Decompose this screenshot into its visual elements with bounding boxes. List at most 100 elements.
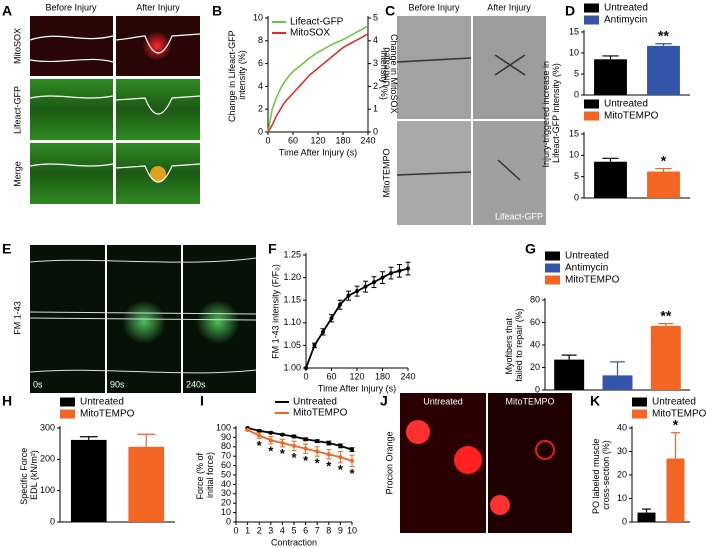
bar (594, 59, 627, 95)
marker (329, 316, 334, 321)
significance: * (280, 446, 286, 461)
panel-letter: H (2, 393, 12, 409)
legend-label: Lifeact-GFP (290, 17, 344, 28)
legend-swatch (545, 275, 560, 285)
marker (268, 430, 273, 435)
row-label: MitoSOX (12, 28, 22, 64)
y-tick-label: 80 (530, 294, 540, 304)
y-axis-label: Specific Force EDL (kN/m²) (19, 445, 39, 505)
y-tick-label: 0 (226, 516, 231, 526)
x-tick-label: 0 (233, 525, 238, 535)
marker (338, 443, 343, 448)
significance: * (268, 443, 274, 458)
y-axis-label: PO labeled muscle cross-section (%) (591, 436, 611, 514)
y-tick-label: 1.10 (283, 317, 301, 327)
legend-label: Untreated (604, 99, 648, 110)
marker (397, 268, 402, 273)
y-tick-label: 20 (221, 498, 231, 508)
y-tick-label: 50 (221, 469, 231, 479)
column-header: MitoTEMPO (505, 396, 554, 406)
y-tick-label: 40 (617, 422, 627, 432)
x-tick-label: 180 (375, 371, 390, 381)
legend-label: Untreated (293, 397, 337, 408)
legend-swatch (584, 111, 599, 121)
panel-letter: D (565, 3, 575, 19)
y2-tick-label: 3 (373, 58, 378, 68)
y-tick-label: 10 (253, 12, 263, 22)
image-feature (122, 300, 166, 344)
x-tick-label: 1 (245, 525, 250, 535)
bar (647, 45, 680, 95)
y-tick-label: 0 (258, 126, 263, 136)
marker (350, 458, 354, 463)
y-tick-label: 30 (617, 446, 627, 456)
y-axis-label: Force (% of initial force) (195, 450, 215, 499)
y-tick-label: 100 (40, 485, 55, 495)
line (267, 33, 369, 133)
row-label: Procion Orange (384, 431, 394, 494)
marker (372, 280, 376, 285)
marker (303, 437, 308, 442)
legend-swatch (545, 263, 560, 273)
image-feature (150, 166, 166, 182)
y-tick-label: 0 (574, 192, 579, 202)
marker (406, 266, 410, 271)
image (30, 79, 113, 140)
marker (312, 343, 317, 348)
image (30, 143, 113, 204)
legend-label: Antimycin (604, 15, 647, 26)
x-tick-label: 6 (303, 525, 308, 535)
x-axis-label: Contraction (271, 537, 317, 547)
y-axis-label: Injury-triggered increase in Lifeact-GFP… (541, 58, 561, 167)
y-tick-label: 70 (221, 451, 231, 461)
x-tick-label: 9 (338, 525, 343, 535)
marker (380, 275, 385, 280)
image (473, 16, 546, 119)
row-label: Merge (12, 161, 22, 187)
marker (315, 439, 320, 444)
x-tick-label: 240 (360, 135, 375, 145)
y-tick-label: 1.00 (283, 362, 301, 372)
marker (292, 434, 296, 439)
y-tick-label: 8 (258, 35, 263, 45)
outline (29, 257, 257, 374)
legend-label: Antimycin (565, 263, 608, 274)
row-label: Lifeact-GFP (12, 86, 22, 134)
legend-swatch (584, 3, 599, 13)
y2-axis-label: Change in MitoSOX intensity (%) (379, 34, 399, 116)
y-tick-label: 0 (622, 516, 627, 526)
y-tick-label: 200 (40, 454, 55, 464)
x-axis-label: Time After Injury (s) (318, 383, 396, 393)
bar (647, 171, 680, 198)
y-tick-label: 4 (258, 81, 263, 91)
y-axis-label: Myofibers that failed to repair (%) (504, 308, 524, 382)
x-tick-label: 120 (349, 371, 364, 381)
legend-swatch (60, 397, 75, 407)
legend-label: MitoTEMPO (293, 408, 348, 419)
row-label: MitoTEMPO (381, 148, 391, 197)
legend-label: Untreated (565, 251, 609, 262)
legend-swatch (584, 15, 599, 25)
significance: * (315, 456, 321, 471)
marker (326, 452, 331, 457)
y-tick-label: 90 (221, 432, 231, 442)
legend-swatch (632, 397, 647, 407)
y-tick-label: 10 (221, 507, 231, 517)
bar (594, 161, 627, 198)
y-tick-label: 0 (50, 516, 55, 526)
legend-label: Untreated (652, 397, 696, 408)
legend-swatch (632, 409, 647, 419)
marker (304, 366, 308, 370)
y-tick-label: 10 (617, 493, 627, 503)
image (397, 16, 471, 119)
y2-tick-label: 5 (373, 12, 378, 22)
marker (326, 441, 331, 446)
legend-label: MitoTEMPO (652, 409, 706, 420)
row-label: Untreated (381, 47, 391, 87)
y-tick-label: 15 (569, 128, 579, 138)
bar (554, 359, 585, 390)
caption: Lifeact-GFP (495, 211, 543, 221)
panel-letter: B (212, 3, 222, 19)
marker (363, 284, 368, 289)
